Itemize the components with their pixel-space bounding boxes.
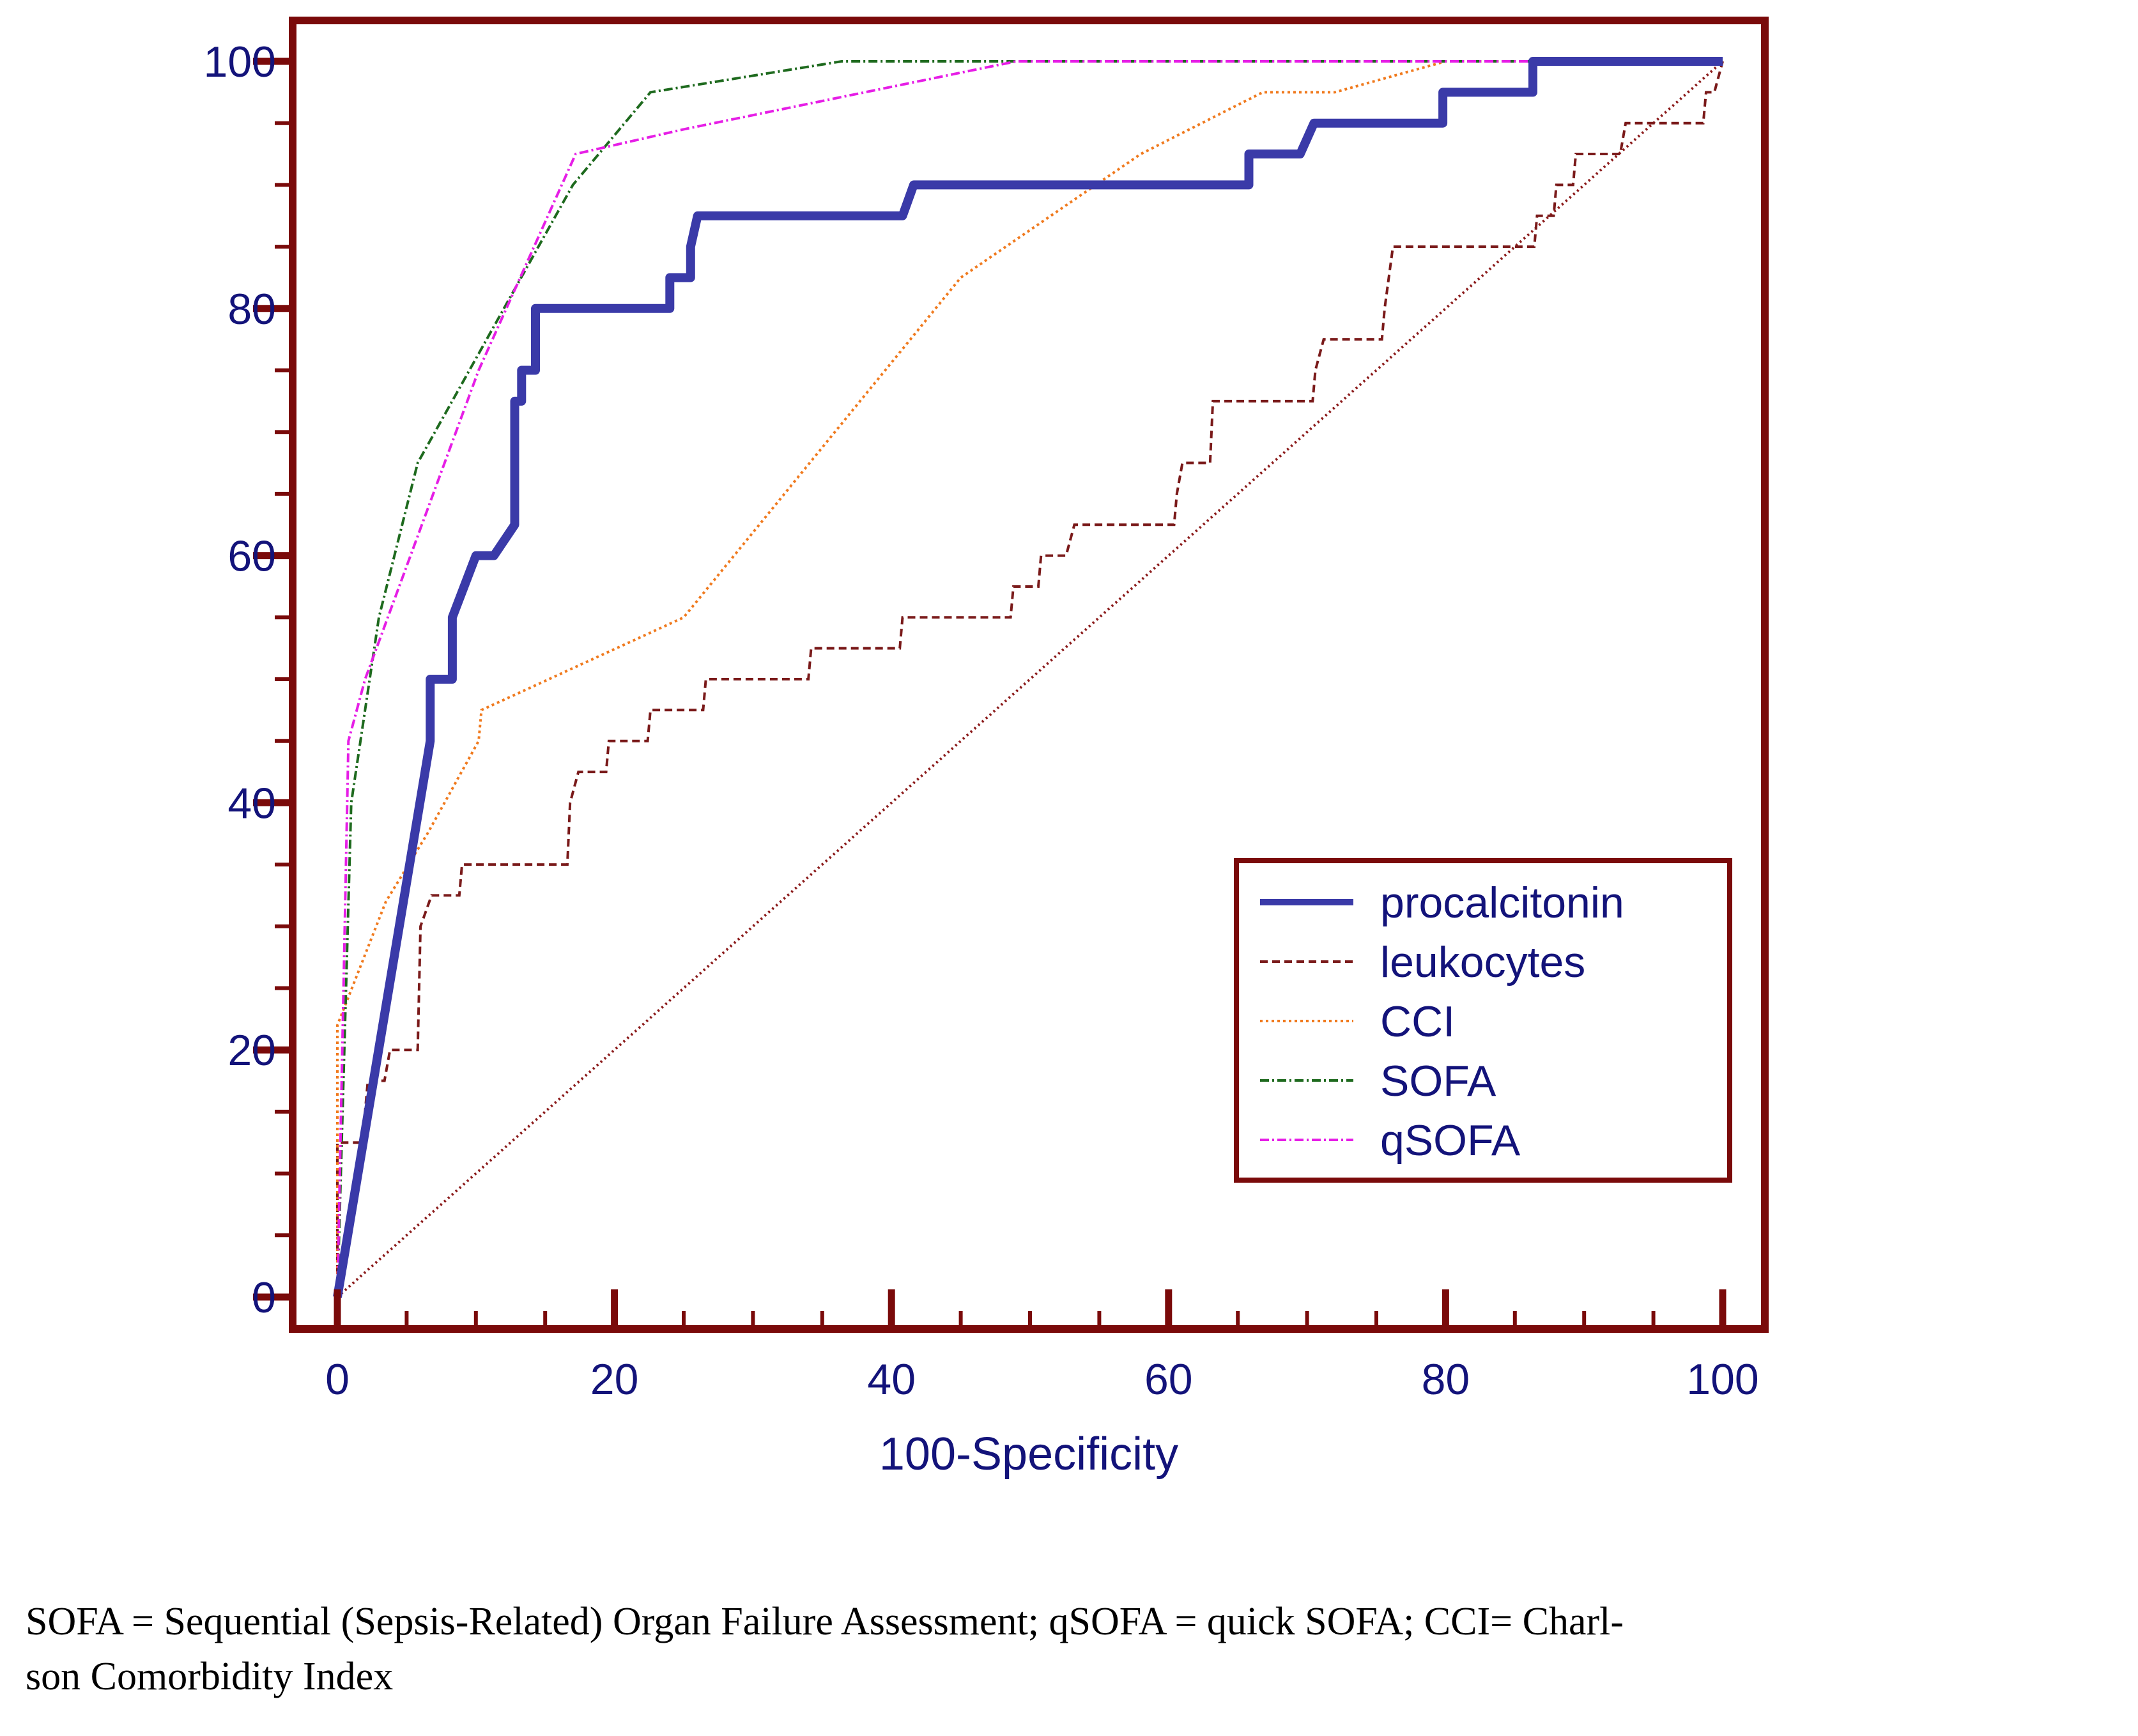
y-tick-label: 80 — [227, 285, 276, 334]
x-tick-label: 60 — [1144, 1355, 1193, 1404]
y-tick-label: 60 — [227, 532, 276, 581]
legend: procalcitonin leukocytes CCI SOFA qSOFA — [1234, 858, 1732, 1183]
y-tick-label: 100 — [204, 38, 276, 86]
tick-labels-layer: 0 20 40 60 80 100 0 20 40 60 80 100 — [204, 38, 1759, 1404]
caption-line-1: SOFA = Sequential (Sepsis-Related) Organ… — [26, 1600, 1624, 1643]
x-tick-label: 40 — [867, 1355, 916, 1404]
series-layer — [333, 57, 1724, 1298]
caption-line-2: son Comorbidity Index — [26, 1655, 394, 1698]
legend-label-leukocytes: leukocytes — [1380, 938, 1585, 987]
legend-label-cci: CCI — [1380, 997, 1455, 1046]
x-tick-label: 100 — [1686, 1355, 1758, 1404]
series-line-sofa — [336, 60, 1723, 1298]
series-line-leukocytes — [336, 61, 1724, 1297]
x-tick-label: 20 — [590, 1355, 639, 1404]
x-tick-label: 0 — [325, 1355, 350, 1404]
figure-caption: SOFA = Sequential (Sepsis-Related) Organ… — [26, 1594, 2109, 1704]
legend-label-qsofa: qSOFA — [1380, 1116, 1521, 1165]
series-line-cci — [336, 60, 1723, 1297]
legend-label-sofa: SOFA — [1380, 1057, 1496, 1105]
series-line-procalcitonin — [333, 57, 1723, 1298]
legend-label-procalcitonin: procalcitonin — [1380, 879, 1624, 927]
y-tick-label: 20 — [227, 1026, 276, 1075]
x-axis-label: 100-Specificity — [879, 1429, 1178, 1480]
ticks-layer — [253, 58, 1727, 1329]
y-tick-label: 40 — [227, 779, 276, 827]
y-tick-label: 0 — [252, 1273, 276, 1322]
x-tick-label: 80 — [1422, 1355, 1470, 1404]
